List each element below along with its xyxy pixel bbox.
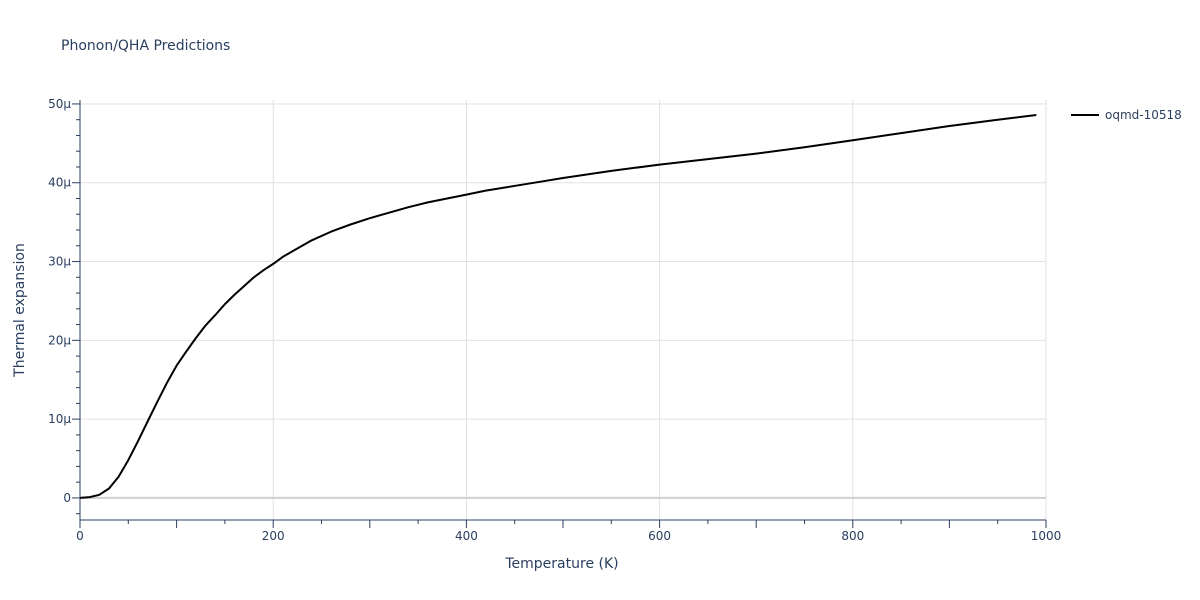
grid <box>80 100 1047 520</box>
y-tick-label: 10μ <box>48 412 71 426</box>
x-tick-label: 200 <box>262 529 285 543</box>
y-tick-label: 20μ <box>48 333 71 347</box>
x-tick-label: 800 <box>841 529 864 543</box>
x-axis-label: Temperature (K) <box>504 556 618 572</box>
x-tick-label: 600 <box>648 529 671 543</box>
y-tick-label: 50μ <box>48 97 71 111</box>
plot-area <box>79 114 1037 499</box>
y-tick-label: 40μ <box>48 176 71 190</box>
axes <box>79 100 1046 521</box>
x-tick-label: 1000 <box>1031 529 1062 543</box>
x-axis-ticks: 0 200 400 600 800 1000 <box>76 520 1061 543</box>
legend-label: oqmd-10518 <box>1105 108 1182 122</box>
chart-title: Phonon/QHA Predictions <box>61 38 230 54</box>
y-tick-label: 30μ <box>48 255 71 269</box>
series-line[interactable] <box>79 114 1037 499</box>
x-tick-label: 400 <box>455 529 478 543</box>
y-axis-label: Thermal expansion <box>12 243 28 378</box>
y-tick-label: 0 <box>63 491 71 505</box>
legend[interactable]: oqmd-10518 <box>1071 108 1182 122</box>
y-axis-ticks: 0 10μ 20μ 30μ 40μ 50μ <box>48 97 80 515</box>
x-tick-label: 0 <box>76 529 84 543</box>
